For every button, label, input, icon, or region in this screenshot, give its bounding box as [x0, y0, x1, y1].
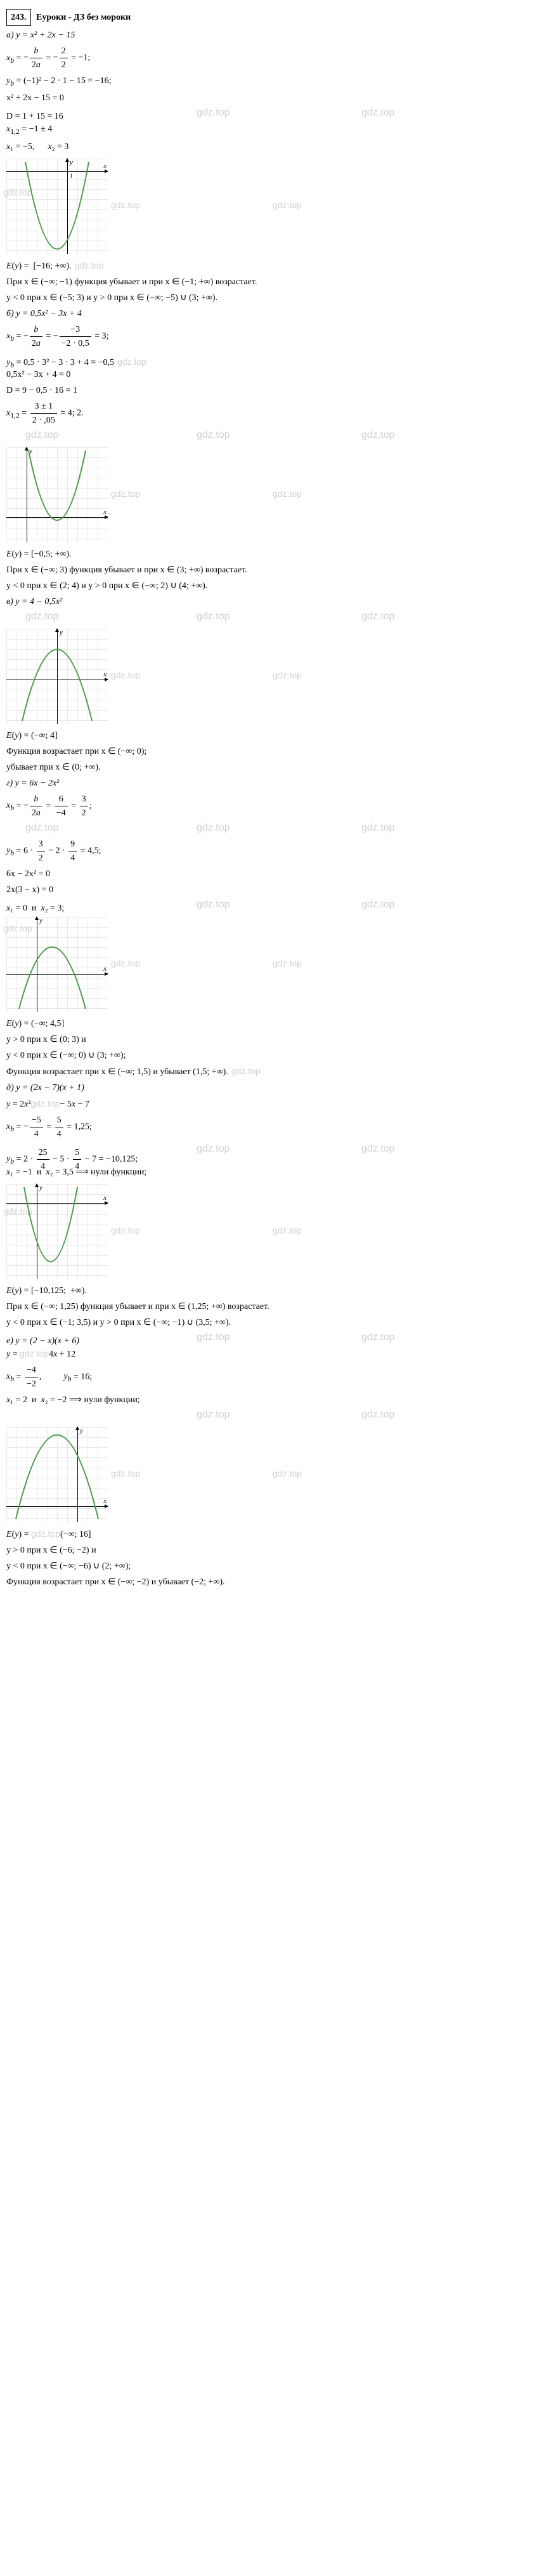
- graph-d: gdz.top gdz.top gdz.top x y: [6, 917, 108, 1012]
- roots-a: x₁ = −5, x₂ = 3: [6, 140, 545, 154]
- graph-e: gdz.top gdz.top gdz.top x y: [6, 1184, 108, 1279]
- expand-e: y = 2x²gdz.top− 5x − 7: [6, 1097, 545, 1111]
- eq-e: д) y = (2x − 7)(x + 1): [6, 1081, 545, 1094]
- mono-f: Функция возрастает при x ∈ (−∞; −2) и уб…: [6, 1575, 545, 1589]
- x12-a: x1,2 = −1 ± 4: [6, 122, 545, 137]
- header-text: Еуроки - ДЗ без мороки: [36, 13, 131, 22]
- watermark: gdz.top: [361, 611, 394, 622]
- sign-d1: y > 0 при x ∈ (0; 3) и: [6, 1033, 545, 1046]
- xb-a: xb = −b2a = −22 = −1;: [6, 44, 545, 72]
- xb-d: xb = −b2a = 6−4 = 32;: [6, 792, 545, 820]
- range-a: E(y) = [−16; +∞).gdz.top: [6, 259, 545, 273]
- watermark: gdz.top: [361, 822, 394, 834]
- mono-c2: убывает при x ∈ (0; +∞).: [6, 761, 545, 774]
- mono-e: При x ∈ (−∞; 1,25) функция убывает и при…: [6, 1300, 545, 1313]
- range-e: E(y) = [−10,125; +∞).: [6, 1284, 545, 1298]
- watermark: gdz.top: [361, 1332, 394, 1343]
- watermark: gdz.top: [197, 611, 230, 622]
- watermark: gdz.top: [197, 899, 230, 910]
- watermark: gdz.top: [25, 611, 58, 622]
- mono-c1: Функция возрастает при x ∈ (−∞; 0);: [6, 745, 545, 758]
- sign-e: y < 0 при x ∈ (−1; 3,5) и y > 0 при x ∈ …: [6, 1316, 545, 1329]
- graph-f: gdz.top gdz.top x y: [6, 1427, 108, 1522]
- watermark: gdz.top: [197, 1143, 230, 1155]
- watermark: gdz.top: [361, 430, 394, 441]
- roots-f: x₁ = 2 и x₂ = −2 ⟹ нули функции;: [6, 1393, 545, 1407]
- watermark: gdz.top: [197, 107, 230, 119]
- watermark: gdz.top: [197, 1332, 230, 1343]
- expand-f: y = gdz.top4x + 12: [6, 1347, 545, 1361]
- watermark: gdz.top: [361, 1409, 394, 1421]
- yb-e: yb = 2 · 254 − 5 · 54 − 7 = −10,125;: [6, 1146, 138, 1173]
- factor-d: 2x(3 − x) = 0: [6, 883, 545, 897]
- mono-d: Функция возрастает при x ∈ (−∞; 1,5) и у…: [6, 1065, 545, 1079]
- yb-b: yb = 0,5 · 3² − 3 · 3 + 4 = −0,5gdz.top: [6, 355, 143, 371]
- watermark: gdz.top: [197, 822, 230, 834]
- watermark: gdz.top: [197, 1409, 230, 1421]
- mono-a: При x ∈ (−∞; −1) функция убывает и при x…: [6, 275, 545, 289]
- eq-d: г) y = 6x − 2x²: [6, 777, 545, 790]
- watermark: gdz.top: [361, 899, 394, 910]
- mono-b: При x ∈ (−∞; 3) функция убывает и при x …: [6, 563, 545, 577]
- sign-b: y < 0 при x ∈ (2; 4) и y > 0 при x ∈ (−∞…: [6, 579, 545, 593]
- watermark: gdz.top: [197, 430, 230, 441]
- watermark: gdz.top: [361, 107, 394, 119]
- xb-f: xb = −4−2, yb = 16;: [6, 1364, 545, 1391]
- range-f: E(y) = gdz.top(−∞; 16]: [6, 1527, 545, 1541]
- watermark: gdz.top: [361, 1143, 394, 1155]
- watermark: gdz.top: [25, 430, 58, 441]
- x12-b: x1,2 = 3 ± 12 · ,05 = 4; 2.: [6, 400, 545, 427]
- xb-e: xb = −−54 = 54 = 1,25;: [6, 1114, 545, 1141]
- D-b: D = 9 − 0,5 · 16 = 1: [6, 384, 545, 397]
- yb-a: yb = (−1)² − 2 · 1 − 15 = −16;: [6, 74, 545, 89]
- sign-f2: y < 0 при x ∈ (−∞; −6) ∪ (2; +∞);: [6, 1560, 545, 1573]
- eq-b: б) y = 0,5x² − 3x + 4: [6, 307, 545, 320]
- graph-a: gdz.top gdz.top gdz.top x y 1: [6, 159, 108, 254]
- yb-d: yb = 6 · 32 − 2 · 94 = 4,5;: [6, 838, 545, 865]
- eq-f: е) y = (2 − x)(x + 6): [6, 1334, 79, 1348]
- range-d: E(y) = (−∞; 4,5]: [6, 1017, 545, 1030]
- sign-d2: y < 0 при x ∈ (−∞; 0) ∪ (3; +∞);: [6, 1049, 545, 1062]
- D-a: D = 1 + 15 = 16: [6, 110, 63, 123]
- graph-c: gdz.top gdz.top x y: [6, 629, 108, 724]
- sign-a: y < 0 при x ∈ (−5; 3) и y > 0 при x ∈ (−…: [6, 291, 545, 305]
- roots-d: x₁ = 0 и x₂ = 3;: [6, 902, 64, 915]
- quad-d: 6x − 2x² = 0: [6, 867, 545, 881]
- eq-c: в) y = 4 − 0,5x²: [6, 595, 545, 608]
- range-b: E(y) = [−0,5; +∞).: [6, 548, 545, 561]
- xb-b: xb = −b2a = −−3−2 · 0,5 = 3;: [6, 323, 545, 350]
- quad-a: x² + 2x − 15 = 0: [6, 91, 545, 105]
- eq-a: а) y = x² + 2x − 15: [6, 29, 545, 42]
- problem-number: 243.: [6, 9, 31, 26]
- watermark: gdz.top: [25, 822, 58, 834]
- sign-f1: y > 0 при x ∈ (−6; −2) и: [6, 1544, 545, 1557]
- graph-b: gdz.top gdz.top x y: [6, 447, 108, 542]
- range-c: E(y) = (−∞; 4]: [6, 729, 545, 742]
